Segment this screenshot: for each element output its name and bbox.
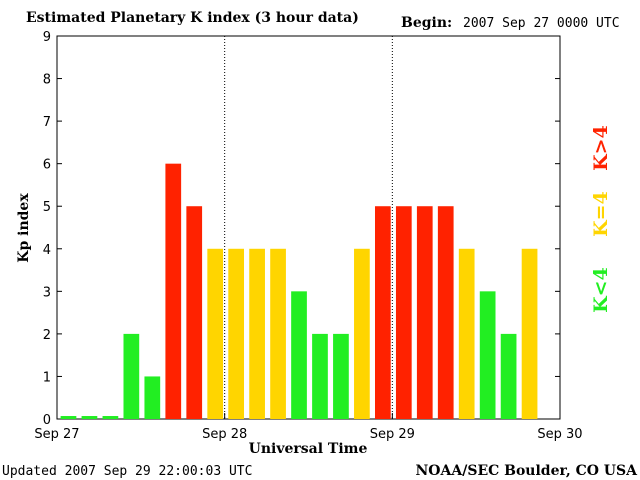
kp-bar bbox=[437, 206, 454, 419]
x-tick-label: Sep 28 bbox=[202, 427, 247, 442]
footer-updated: Updated 2007 Sep 29 22:00:03 UTC bbox=[2, 464, 252, 479]
begin-label: Begin: bbox=[401, 15, 452, 31]
kp-bar bbox=[500, 333, 517, 419]
y-tick-label: 3 bbox=[43, 285, 51, 300]
kp-bar bbox=[102, 416, 119, 419]
y-tick-label: 4 bbox=[43, 243, 51, 258]
kp-bar bbox=[291, 291, 307, 419]
y-axis-label: Kp index bbox=[16, 193, 32, 263]
footer-source: NOAA/SEC Boulder, CO USA bbox=[416, 463, 639, 479]
y-tick-label: 2 bbox=[43, 328, 51, 343]
kp-bar bbox=[123, 333, 140, 419]
plot-frame bbox=[56, 35, 561, 420]
x-tick-label: Sep 29 bbox=[370, 427, 415, 442]
kp-bar bbox=[144, 376, 161, 419]
legend-k-greater-4: K>4 bbox=[590, 125, 612, 171]
kp-bar bbox=[165, 163, 182, 419]
kp-bar bbox=[186, 206, 203, 419]
y-tick-label: 5 bbox=[43, 200, 51, 215]
kp-bar bbox=[207, 248, 224, 419]
x-tick-label: Sep 30 bbox=[537, 427, 582, 442]
kp-bar bbox=[270, 248, 286, 419]
kp-bar bbox=[333, 333, 349, 419]
y-tick-label: 6 bbox=[43, 158, 51, 173]
chart-title: Estimated Planetary K index (3 hour data… bbox=[26, 10, 359, 26]
x-tick-label: Sep 27 bbox=[34, 427, 79, 442]
y-tick-label: 0 bbox=[43, 413, 51, 428]
kp-bar bbox=[249, 248, 265, 419]
x-axis-label: Universal Time bbox=[249, 441, 368, 457]
begin-value: 2007 Sep 27 0000 UTC bbox=[463, 16, 620, 31]
kp-bar bbox=[81, 416, 98, 419]
kp-bar bbox=[228, 248, 245, 419]
kp-bar bbox=[312, 333, 328, 419]
kp-bar bbox=[60, 416, 77, 419]
y-tick-label: 9 bbox=[43, 30, 51, 45]
y-tick-label: 1 bbox=[43, 370, 51, 385]
y-tick-label: 7 bbox=[43, 115, 51, 130]
kp-bar bbox=[479, 291, 496, 419]
kp-bar bbox=[416, 206, 433, 419]
kp-bar bbox=[521, 248, 538, 419]
y-tick-label: 8 bbox=[43, 73, 51, 88]
kp-bar bbox=[395, 206, 412, 419]
kp-bar bbox=[354, 248, 370, 419]
legend-k-less-4: K<4 bbox=[590, 267, 612, 313]
legend-k-equal-4: K=4 bbox=[590, 191, 612, 237]
kp-bar bbox=[458, 248, 475, 419]
kp-bar bbox=[374, 206, 391, 419]
